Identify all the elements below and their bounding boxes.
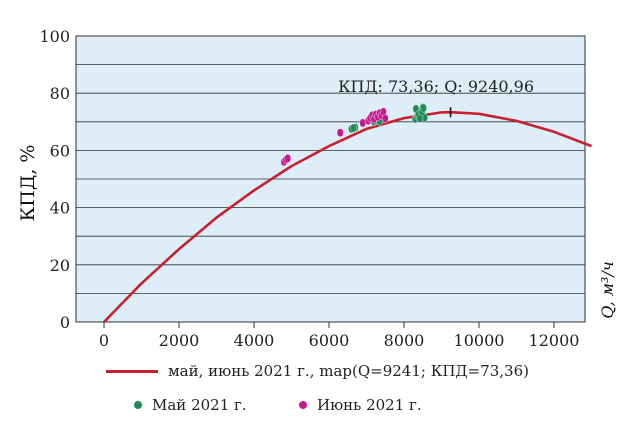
- y-tick-label: 60: [50, 141, 70, 160]
- series-layer: [103, 103, 592, 323]
- legend-label-may: Май 2021 г.: [152, 396, 247, 414]
- x-tick-label: 4000: [234, 331, 275, 350]
- x-axis-ticks: 0 2000 4000 6000 8000 10000 12000: [99, 322, 580, 350]
- point-may: [349, 123, 357, 133]
- y-axis-ticks: 0 20 40 60 80 100: [39, 27, 70, 332]
- point-june: [381, 113, 389, 123]
- y-tick-label: 100: [39, 27, 70, 46]
- point-june: [284, 154, 292, 163]
- x-tick-label: 12000: [529, 331, 580, 350]
- x-tick-label: 2000: [159, 331, 200, 350]
- x-tick-label: 0: [99, 331, 109, 350]
- x-tick-label: 6000: [309, 331, 350, 350]
- legend-label-line: май, июнь 2021 г., map(Q=9241; КПД=73,36…: [168, 362, 529, 380]
- x-axis-label: Q, м³/ч: [598, 261, 617, 319]
- x-tick-label: 10000: [454, 331, 505, 350]
- y-tick-label: 80: [50, 84, 70, 103]
- legend-label-june: Июнь 2021 г.: [317, 396, 422, 414]
- series-line-efficiency: [103, 110, 592, 323]
- annotation-label: КПД: 73,36; Q: 9240,96: [338, 77, 534, 96]
- legend-dot-june: [299, 401, 307, 409]
- legend-item-line: май, июнь 2021 г., map(Q=9241; КПД=73,36…: [106, 362, 529, 380]
- y-tick-label: 40: [50, 199, 70, 218]
- legend-item-june: Июнь 2021 г.: [299, 396, 422, 414]
- y-tick-label: 0: [60, 313, 70, 332]
- legend-dot-may: [134, 401, 142, 409]
- legend-item-may: Май 2021 г.: [134, 396, 247, 414]
- y-axis-label: КПД, %: [17, 145, 39, 222]
- point-june: [336, 128, 344, 138]
- y-tick-label: 20: [50, 256, 70, 275]
- point-may: [420, 103, 427, 113]
- legend-line-swatch: [106, 369, 158, 373]
- x-tick-label: 8000: [384, 331, 425, 350]
